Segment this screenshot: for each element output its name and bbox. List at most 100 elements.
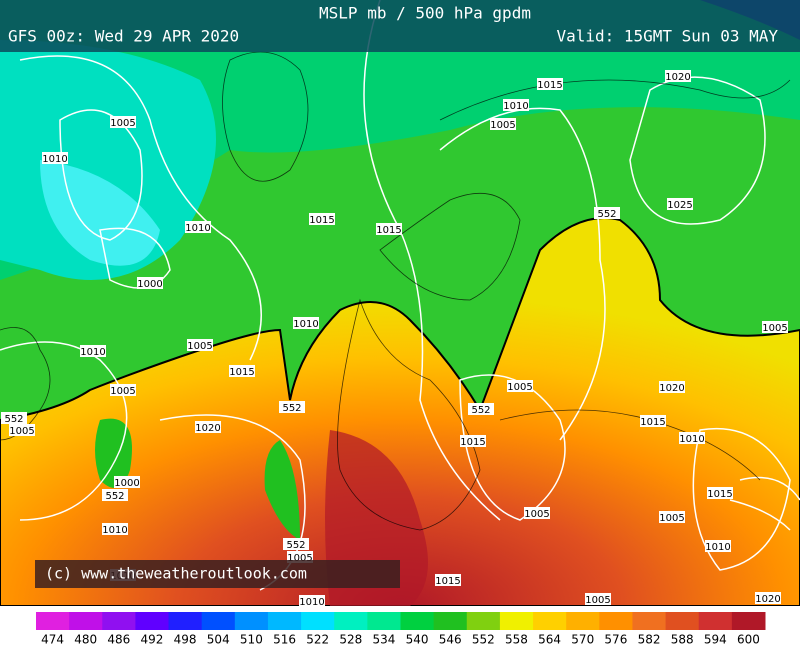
contour-label-box [667, 198, 693, 210]
contour-label-box [659, 381, 685, 393]
contour-label: 1005 [110, 118, 135, 129]
contour-label: 1000 [137, 279, 162, 290]
colorbar-label: 510 [240, 633, 263, 647]
contour-label-box [293, 317, 319, 329]
contour-label: 1005 [524, 509, 549, 520]
colorbar-label: 486 [107, 633, 130, 647]
colorbar-swatch [599, 612, 633, 630]
colorbar-swatch [665, 612, 700, 630]
contour-label-box [137, 277, 163, 289]
credit-box [35, 560, 400, 588]
contour-label: 552 [4, 414, 23, 425]
colorbar-label: 528 [339, 633, 362, 647]
colorbar-label: 540 [406, 633, 429, 647]
contour-label: 552 [471, 405, 490, 416]
colorbar-swatch [201, 612, 236, 630]
colorbar-swatch [334, 612, 368, 630]
colorbar-label: 516 [273, 633, 296, 647]
contour-label: 1015 [640, 417, 665, 428]
colorbar-swatch [267, 612, 302, 630]
contour-label-box [490, 118, 516, 130]
contour-label: 1010 [503, 101, 528, 112]
contour-label: 1020 [195, 423, 220, 434]
colorbar-label: 570 [571, 633, 594, 647]
contour-label-box [9, 424, 35, 436]
contour-label-box [468, 403, 494, 415]
colorbar-swatch [36, 612, 70, 630]
colorbar-label: 600 [737, 633, 760, 647]
valid-label: Valid: 15GMT Sun 03 MAY [556, 27, 778, 46]
colorbar-label: 474 [41, 633, 64, 647]
contour-label: 1010 [185, 223, 210, 234]
contour-label-box [503, 99, 529, 111]
colorbar-label: 492 [141, 633, 164, 647]
colorbar-swatch [466, 612, 501, 630]
contour-label: 1025 [667, 200, 692, 211]
contour-label: 1005 [490, 120, 515, 131]
contour-label-box [594, 207, 620, 219]
contour-label: 1005 [110, 386, 135, 397]
colorbar-label: 552 [472, 633, 495, 647]
contour-label: 552 [286, 540, 305, 551]
field-band [264, 440, 300, 540]
contour-label-box [229, 365, 255, 377]
colorbar-label: 480 [74, 633, 97, 647]
contour-label: 1005 [187, 341, 212, 352]
contour-label: 552 [282, 403, 301, 414]
colorbar-swatch [731, 612, 766, 630]
contour-label-box [185, 221, 211, 233]
colorbar-label: 588 [671, 633, 694, 647]
field-band [95, 418, 132, 488]
contour-label: 1010 [293, 319, 318, 330]
colorbar-swatch [234, 612, 269, 630]
contour-label-box [435, 574, 461, 586]
colorbar-swatch [301, 612, 335, 630]
colorbar-swatch [533, 612, 567, 630]
colorbar-label: 522 [306, 633, 329, 647]
contour-label-box [279, 401, 305, 413]
colorbar-label: 594 [704, 633, 727, 647]
contour-label: 1015 [707, 489, 732, 500]
colorbar-label: 546 [439, 633, 462, 647]
contour-label: 1005 [9, 426, 34, 437]
contour-label-box [665, 70, 691, 82]
contour-label: 1000 [114, 478, 139, 489]
contour-label-box [309, 213, 335, 225]
contour-label: 1015 [435, 576, 460, 587]
colorbar-swatch [632, 612, 667, 630]
contour-label-box [376, 223, 402, 235]
contour-label-box [102, 489, 128, 501]
contour-label: 1010 [42, 154, 67, 165]
colorbar-label: 564 [538, 633, 561, 647]
colorbar-label: 576 [604, 633, 627, 647]
contour-label: 1005 [762, 323, 787, 334]
contour-label: 552 [597, 209, 616, 220]
colorbar-swatch [499, 612, 534, 630]
contour-label: 1005 [507, 382, 532, 393]
contour-label: 1010 [679, 434, 704, 445]
contour-label: 1020 [755, 594, 780, 605]
colorbar-label: 582 [638, 633, 661, 647]
colorbar-swatch [135, 612, 170, 630]
contour-label-box [283, 538, 309, 550]
colorbar-swatch [400, 612, 435, 630]
contour-label: 1020 [659, 383, 684, 394]
contour-label-box [460, 435, 486, 447]
header-band [0, 0, 800, 52]
colorbar-label: 504 [207, 633, 230, 647]
contour-label-box [110, 384, 136, 396]
credit: (c) www.theweatheroutlook.com [45, 565, 307, 583]
contour-label-box [640, 415, 666, 427]
colorbar-swatch [698, 612, 733, 630]
contour-label: 1005 [287, 553, 312, 564]
contour-label-box [507, 380, 533, 392]
field-band [0, 0, 800, 280]
colorbar: 474 480 486 492 498 504 510 516 522 528 534 540 546 5… [36, 612, 766, 647]
contour-label: 1015 [460, 437, 485, 448]
colorbar-swatch [566, 612, 600, 630]
contour-label: 1015 [376, 225, 401, 236]
colorbar-swatch [168, 612, 203, 630]
552-region [0, 217, 800, 607]
contour-label: 1015 [229, 367, 254, 378]
